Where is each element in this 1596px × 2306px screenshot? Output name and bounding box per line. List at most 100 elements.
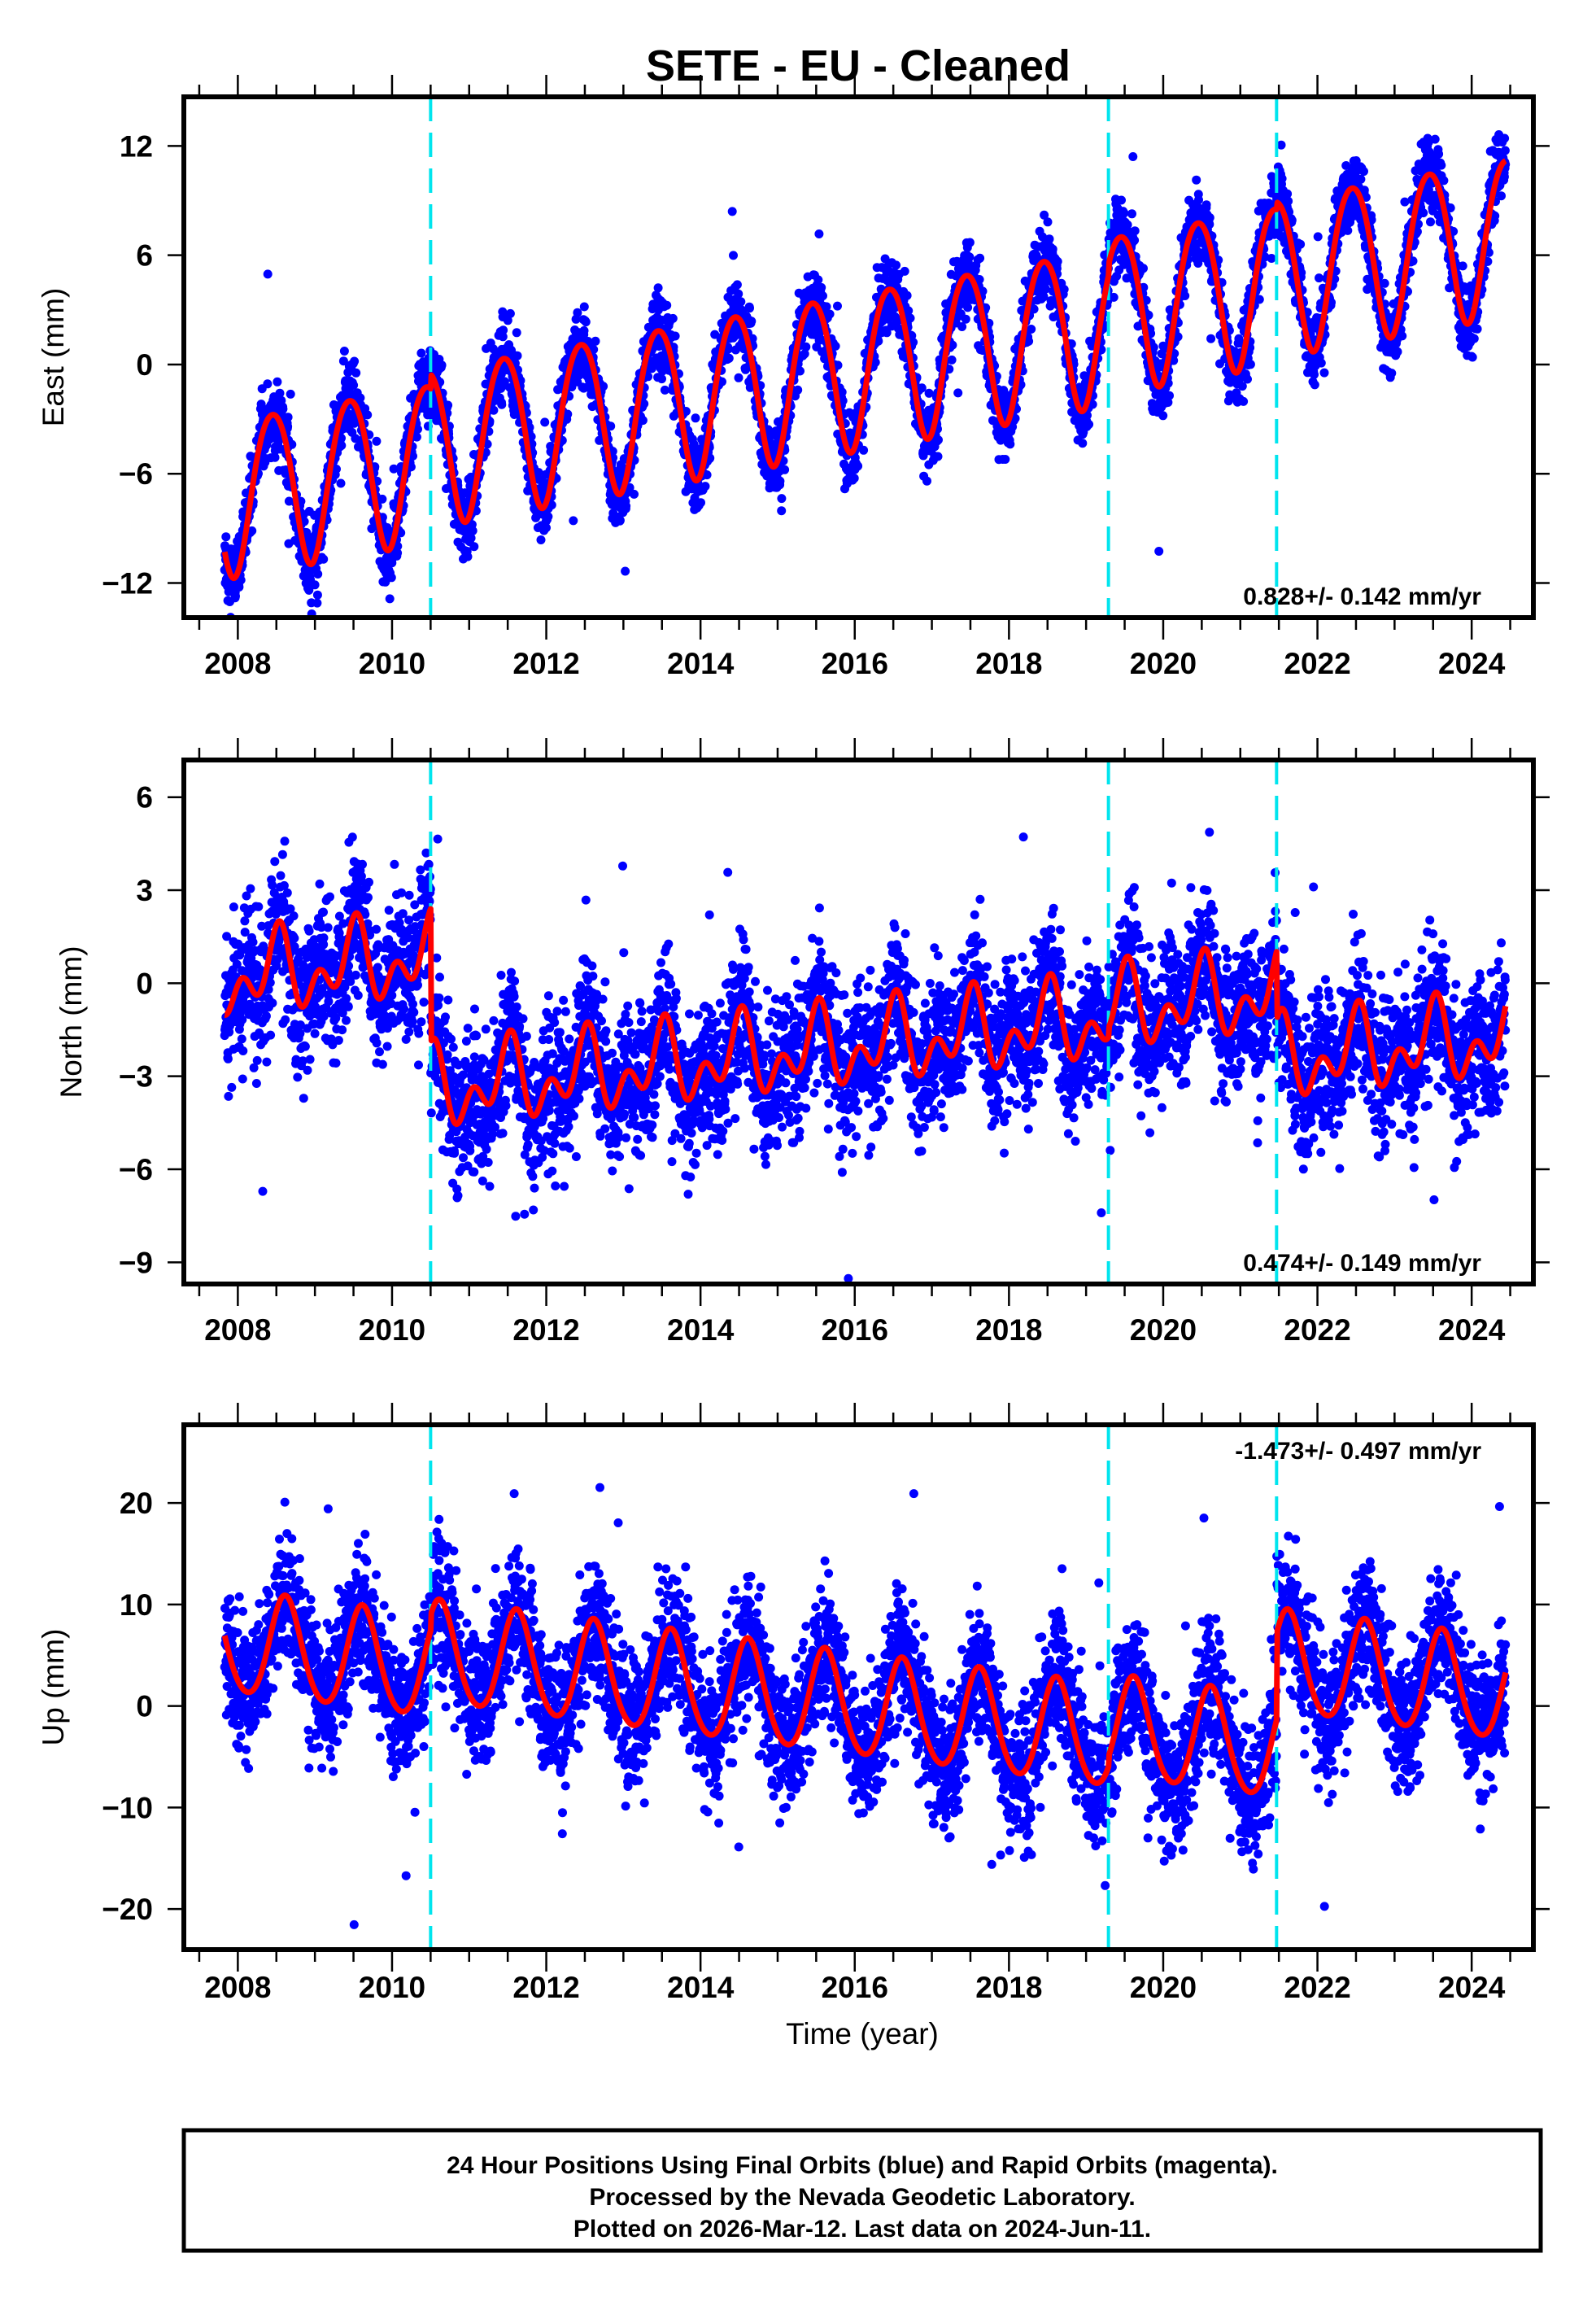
data-point	[263, 379, 273, 389]
data-point	[606, 421, 616, 431]
data-point	[933, 452, 943, 461]
data-point	[1139, 264, 1148, 273]
data-point	[512, 351, 522, 360]
data-point	[313, 570, 323, 579]
data-point	[349, 380, 359, 390]
data-point	[1001, 455, 1010, 464]
data-point	[621, 501, 631, 511]
data-point	[412, 432, 421, 442]
data-point	[924, 388, 934, 398]
data-point	[221, 532, 231, 542]
data-point	[287, 439, 297, 449]
data-point	[662, 300, 672, 310]
data-point	[957, 322, 967, 331]
data-point	[1296, 239, 1306, 249]
data-point	[657, 374, 666, 384]
data-point	[1267, 254, 1276, 263]
data-point	[922, 476, 931, 486]
data-point	[1254, 295, 1264, 304]
data-point	[579, 302, 589, 312]
data-point	[469, 542, 479, 552]
data-point	[1059, 285, 1069, 295]
data-point	[975, 253, 985, 263]
data-point	[813, 275, 823, 285]
data-point	[482, 439, 492, 449]
data-point	[339, 347, 349, 356]
data-point	[814, 229, 824, 238]
data-point	[231, 592, 240, 601]
data-point	[1154, 547, 1164, 556]
data-point	[775, 476, 785, 486]
data-point	[563, 409, 573, 419]
data-point	[505, 308, 515, 318]
data-point	[638, 416, 648, 426]
data-point	[385, 594, 395, 604]
data-point	[736, 297, 746, 307]
data-point	[468, 526, 477, 535]
data-point	[630, 489, 639, 499]
data-point	[1044, 234, 1054, 244]
data-point	[934, 435, 943, 445]
data-point	[1277, 174, 1287, 183]
data-point	[953, 388, 963, 398]
data-point	[660, 385, 669, 395]
data-point	[825, 309, 835, 319]
data-point	[639, 399, 649, 408]
data-point	[273, 377, 282, 387]
data-point	[732, 280, 742, 290]
data-point	[393, 548, 403, 558]
data-point	[1243, 374, 1252, 384]
data-point	[497, 400, 507, 409]
data-point	[270, 452, 280, 462]
data-point	[283, 413, 293, 422]
data-point	[372, 436, 382, 446]
data-point	[831, 341, 840, 351]
data-point	[653, 283, 663, 293]
data-point	[573, 308, 582, 317]
data-point	[1130, 235, 1140, 245]
data-point	[263, 269, 273, 279]
data-point	[1109, 292, 1119, 302]
data-point	[917, 383, 927, 393]
data-point	[892, 260, 901, 270]
data-point	[1165, 391, 1174, 400]
data-point	[615, 516, 625, 525]
data-point	[569, 516, 578, 526]
data-point	[1284, 196, 1293, 206]
data-point	[796, 366, 805, 376]
data-point	[1078, 439, 1088, 448]
data-point	[691, 413, 700, 423]
data-point	[332, 465, 341, 474]
data-point	[310, 580, 320, 590]
data-point	[278, 404, 288, 414]
data-point	[817, 282, 826, 292]
data-point	[1239, 396, 1249, 406]
data-point	[512, 328, 521, 338]
data-point	[542, 523, 551, 533]
data-point	[745, 304, 754, 313]
data-point	[540, 417, 550, 427]
data-point	[283, 421, 293, 431]
data-point	[1119, 208, 1129, 218]
data-point	[234, 583, 244, 592]
data-point	[668, 313, 678, 323]
east-panel: 2008 2010 2012 2014 2016 2018 2020 2022 2024−12−…	[37, 75, 1550, 680]
data-point	[727, 207, 737, 216]
data-point	[581, 317, 591, 327]
data-point	[1205, 213, 1214, 222]
data-point	[275, 388, 285, 398]
data-point	[1343, 225, 1353, 235]
data-point	[489, 405, 499, 415]
data-point	[747, 317, 757, 326]
data-point	[965, 238, 975, 247]
data-point	[312, 590, 322, 600]
data-point	[589, 345, 599, 354]
data-point	[859, 445, 869, 455]
data-point	[437, 360, 447, 370]
data-point	[543, 512, 553, 522]
data-point	[621, 566, 630, 576]
data-point	[1201, 200, 1211, 210]
data-point	[336, 478, 346, 488]
data-point	[304, 585, 314, 595]
